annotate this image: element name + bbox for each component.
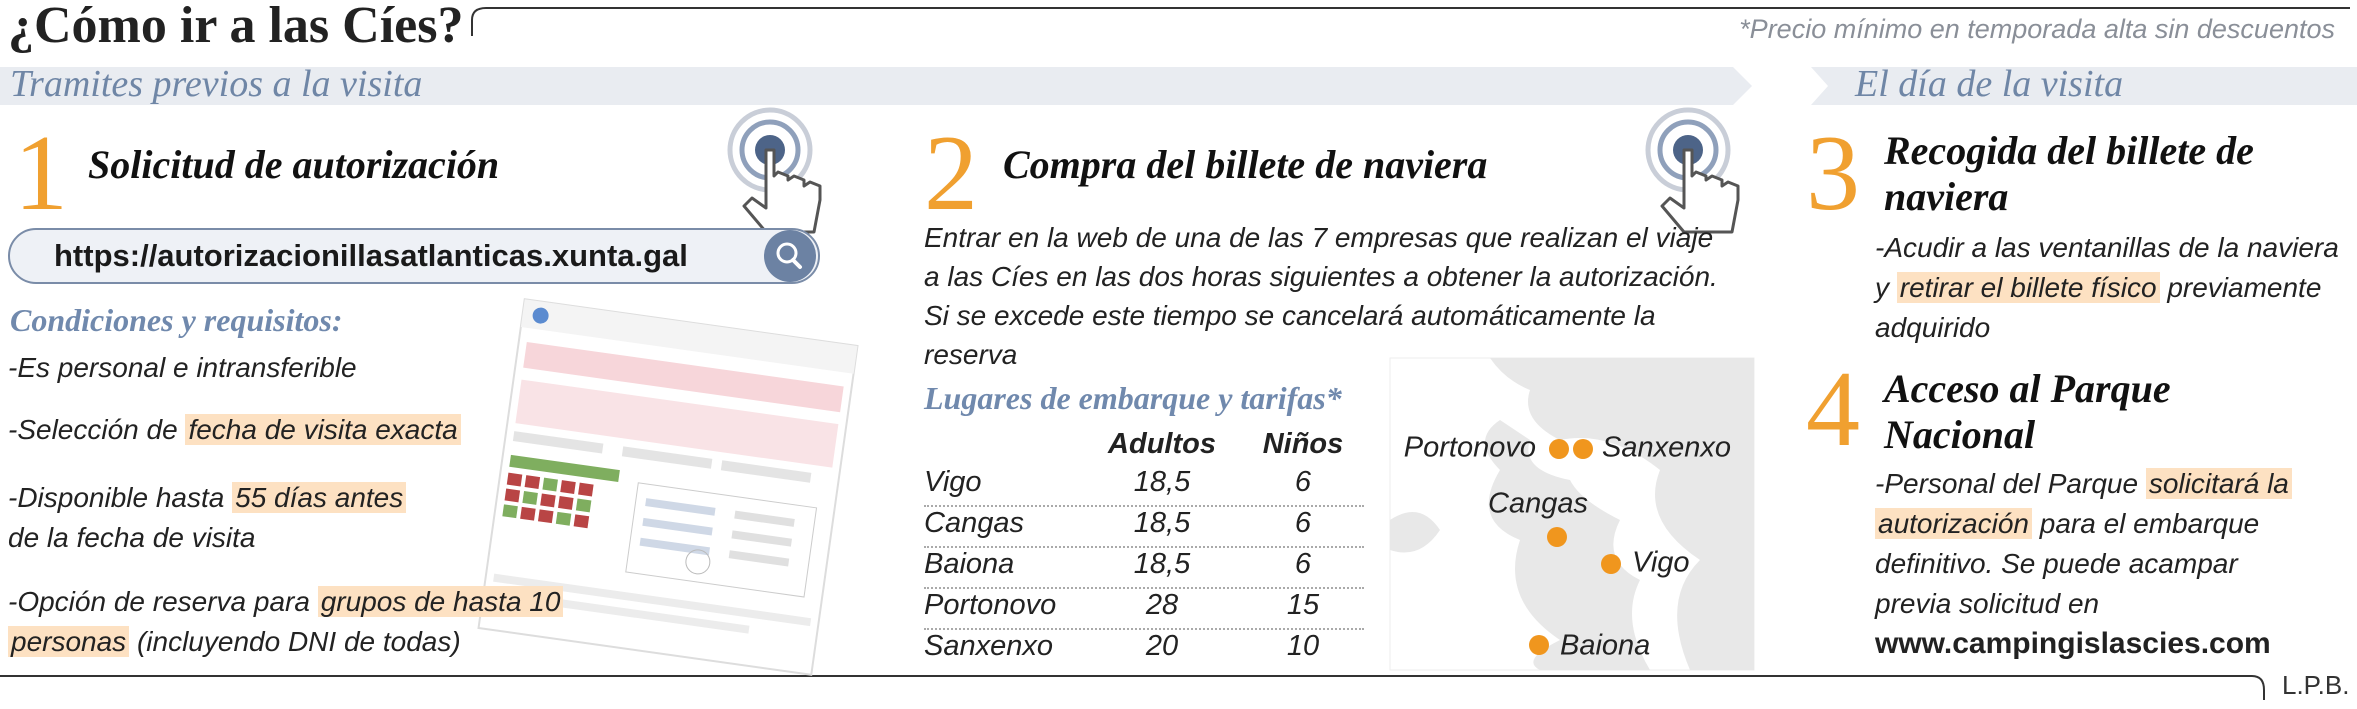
map-label: Portonovo: [1404, 432, 1536, 464]
cell: 6: [1294, 507, 1312, 539]
step-number: 2: [924, 114, 978, 233]
row-label: Portonovo: [924, 589, 1057, 621]
column-header: Niños: [1262, 428, 1344, 460]
list-item: -Opción de reserva para grupos de hasta …: [8, 582, 648, 662]
cell: 15: [1286, 589, 1320, 621]
row-divider: [924, 546, 1364, 548]
paragraph: -Personal del Parque solicitará la autor…: [1875, 464, 2320, 664]
text: -Acudir a las ventanillas de la naviera …: [1875, 232, 2339, 303]
highlight: retirar el billete físico: [1896, 272, 2160, 303]
map-dot: [1549, 439, 1569, 459]
text: (incluyendo DNI de todas): [129, 626, 461, 657]
cell: 10: [1286, 630, 1320, 662]
cell: 18,5: [1133, 507, 1191, 539]
paragraph: Entrar en la web de una de las 7 empresa…: [924, 222, 1718, 370]
map-dot: [1573, 439, 1593, 459]
map-dot: [1529, 635, 1549, 655]
hand-icon: [727, 107, 822, 234]
row-label: Sanxenxo: [924, 630, 1053, 662]
row-label: Vigo: [924, 466, 982, 498]
band: [1811, 67, 2357, 105]
text: previamente adquirido: [1875, 272, 2322, 343]
cell: 28: [1145, 589, 1179, 621]
row-label: Cangas: [924, 507, 1024, 539]
text: -Selección de: [8, 414, 186, 445]
map-label: Vigo: [1632, 547, 1690, 579]
text: para el embarque definitivo. Se puede ac…: [1875, 508, 2260, 619]
cell: 18,5: [1133, 466, 1191, 498]
row-divider: [924, 628, 1364, 630]
frame-top: [471, 7, 2350, 36]
map: [1389, 357, 1755, 671]
list-item: -Selección de fecha de visita exacta: [8, 410, 528, 450]
step-number: 4: [1806, 350, 1860, 469]
text: -Disponible hasta: [8, 482, 233, 513]
step-number: 1: [14, 114, 68, 233]
row-divider: [924, 587, 1364, 589]
cell: 20: [1145, 630, 1179, 662]
subtitle: Lugares de embarque y tarifas*: [924, 380, 1342, 416]
highlight: 55 días antes: [232, 482, 407, 513]
row-divider: [924, 505, 1364, 507]
url: https://autorizacionillasatlanticas.xunt…: [54, 238, 688, 273]
map-dot: [1601, 554, 1621, 574]
step-title: Acceso al Parque Nacional: [1884, 366, 2171, 457]
map-label: Cangas: [1488, 488, 1588, 520]
section-label: Tramites previos a la visita: [10, 63, 423, 105]
list-item: -Es personal e intransferible: [8, 348, 508, 388]
frame-bottom: [0, 675, 2265, 700]
subtitle: Condiciones y requisitos:: [10, 302, 343, 338]
note: *Precio mínimo en temporada alta sin des…: [1739, 14, 2335, 44]
step-title: Recogida del billete de naviera: [1884, 128, 2254, 219]
cell: 18,5: [1133, 548, 1191, 580]
search-button[interactable]: [762, 230, 818, 282]
map-dot: [1547, 527, 1567, 547]
map-label: Sanxenxo: [1602, 432, 1731, 464]
hand-icon: [1645, 107, 1740, 234]
footer: L.P.B.: [2282, 670, 2350, 700]
row-label: Baiona: [924, 548, 1015, 580]
website-thumbnail: [477, 298, 859, 676]
text: -Personal del Parque: [1875, 468, 2146, 499]
text: -Es personal e intransferible: [8, 352, 357, 383]
link[interactable]: www.campingislascies.com: [1875, 627, 2271, 660]
url-bar[interactable]: https://autorizacionillasatlanticas.xunt…: [8, 228, 820, 284]
step-title: Compra del billete de naviera: [1003, 142, 1488, 187]
cell: 6: [1294, 466, 1312, 498]
step-title: Solicitud de autorización: [88, 142, 500, 187]
paragraph: -Acudir a las ventanillas de la naviera …: [1875, 228, 2340, 348]
highlight: fecha de visita exacta: [185, 414, 461, 445]
title: ¿Cómo ir a las Cíes?: [8, 0, 464, 54]
step-number: 3: [1806, 114, 1860, 233]
section-label: El día de la visita: [1855, 63, 2124, 105]
text: -Opción de reserva para: [8, 586, 318, 617]
text: de la fecha de visita: [8, 522, 256, 553]
map-label: Baiona: [1560, 630, 1650, 662]
list-item: -Disponible hasta 55 días antes de la fec…: [8, 478, 508, 558]
column-header: Adultos: [1108, 428, 1216, 460]
band: [0, 67, 1752, 105]
cell: 6: [1294, 548, 1312, 580]
